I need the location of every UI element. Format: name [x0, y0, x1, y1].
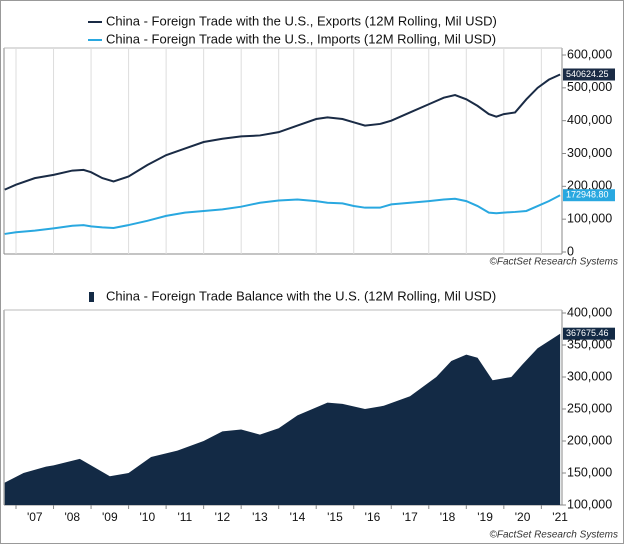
y-tick-label: 500,000 — [567, 80, 612, 94]
x-tick-label: '09 — [102, 510, 118, 524]
legend-label: China - Foreign Trade with the U.S., Exp… — [106, 13, 497, 28]
y-tick-label: 300,000 — [567, 369, 612, 383]
legend-label: China - Foreign Trade Balance with the U… — [106, 288, 496, 303]
x-tick-label: '21 — [552, 510, 568, 524]
source-note: ©FactSet Research Systems — [489, 257, 618, 268]
x-tick-label: '14 — [290, 510, 306, 524]
x-tick-label: '19 — [477, 510, 493, 524]
x-tick-label: '20 — [515, 510, 531, 524]
area — [4, 333, 561, 505]
y-tick-label: 100,000 — [567, 497, 612, 511]
last-value-label: 367675.46 — [566, 328, 609, 338]
legend-label: China - Foreign Trade with the U.S., Imp… — [106, 31, 496, 46]
y-tick-label: 100,000 — [567, 211, 612, 225]
y-tick-label: 200,000 — [567, 179, 612, 193]
x-tick-label: '12 — [215, 510, 231, 524]
last-value-label: 540624.25 — [566, 69, 609, 79]
y-tick-label: 0 — [567, 244, 574, 258]
x-tick-label: '08 — [64, 510, 80, 524]
legend-swatch — [89, 292, 94, 302]
y-tick-label: 300,000 — [567, 146, 612, 160]
y-tick-label: 400,000 — [567, 305, 612, 319]
last-value-badge — [563, 327, 615, 340]
x-tick-label: '13 — [252, 510, 268, 524]
x-tick-label: '10 — [140, 510, 156, 524]
line — [4, 194, 561, 235]
last-value-badge — [563, 189, 615, 202]
y-tick-label: 400,000 — [567, 113, 612, 127]
y-tick-label: 250,000 — [567, 401, 612, 415]
line — [4, 73, 561, 191]
y-tick-label: 600,000 — [567, 47, 612, 61]
last-value-badge — [563, 68, 615, 81]
y-tick-label: 200,000 — [567, 433, 612, 447]
x-tick-label: '18 — [440, 510, 456, 524]
x-tick-label: '11 — [177, 510, 192, 524]
x-tick-label: '15 — [327, 510, 343, 524]
y-tick-label: 350,000 — [567, 337, 612, 351]
x-tick-label: '07 — [27, 510, 43, 524]
last-value-label: 172948.80 — [566, 190, 609, 200]
source-note: ©FactSet Research Systems — [489, 530, 618, 541]
x-tick-label: '17 — [402, 510, 418, 524]
y-tick-label: 150,000 — [567, 465, 612, 479]
x-tick-label: '16 — [365, 510, 381, 524]
